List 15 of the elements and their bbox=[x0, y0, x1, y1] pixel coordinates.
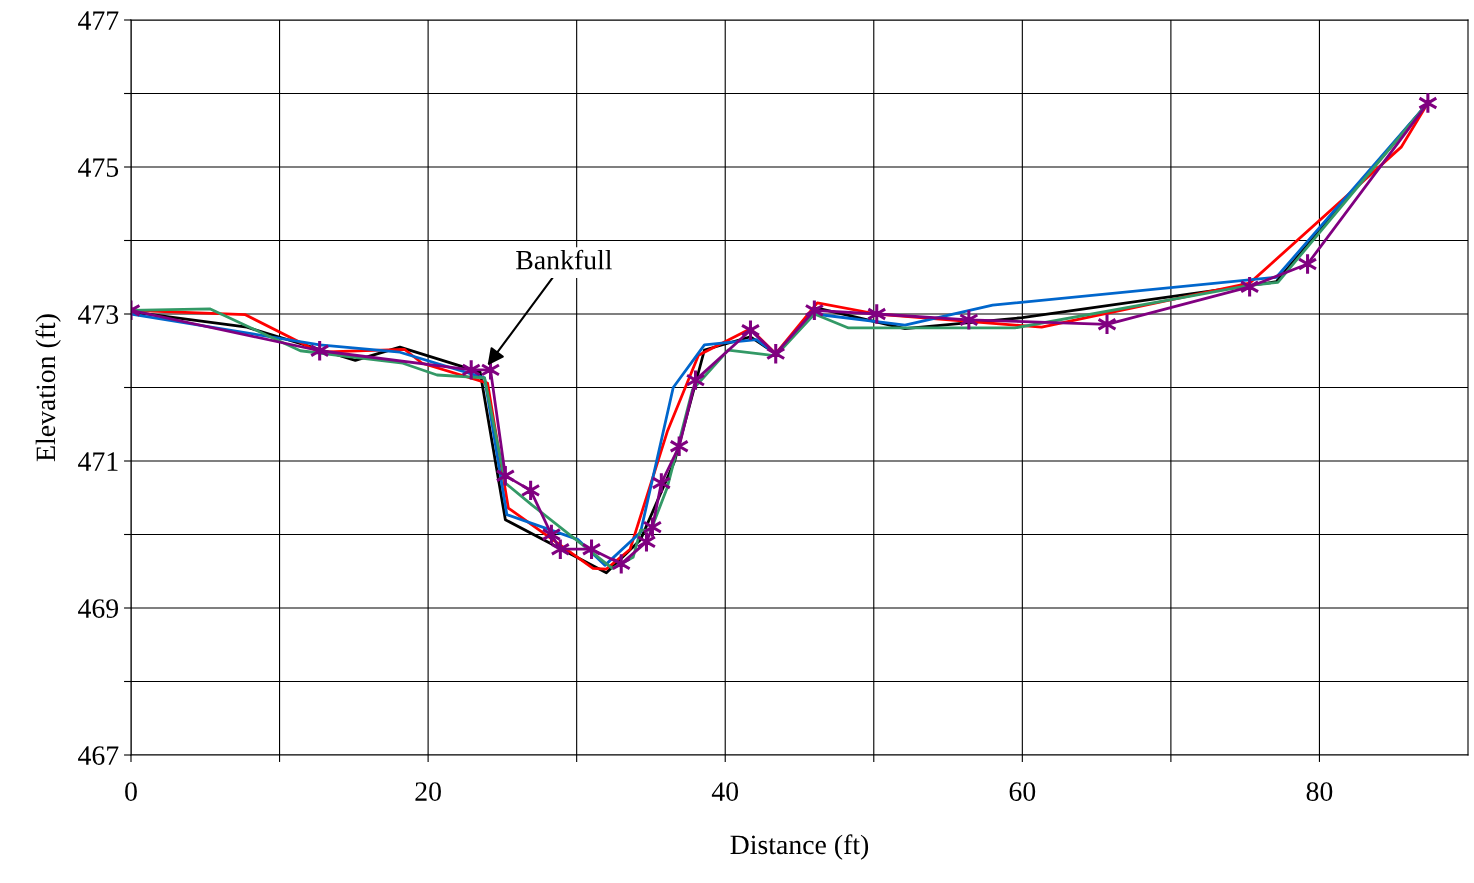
annotation: Bankfull bbox=[516, 249, 612, 270]
point bbox=[1097, 313, 1117, 336]
y-tick-label: 475 bbox=[78, 158, 119, 177]
y-axis-title: Elevation (ft) bbox=[35, 314, 61, 462]
y-tick-label: 477 bbox=[78, 11, 119, 30]
x-tick-label: 60 bbox=[1009, 782, 1036, 801]
y-tick-label: 473 bbox=[78, 305, 119, 324]
x-axis-title: Distance (ft) bbox=[730, 834, 869, 860]
y-tick-label: 471 bbox=[78, 452, 118, 471]
y-tick-label: 467 bbox=[78, 746, 119, 765]
x-tick-label: 20 bbox=[415, 782, 441, 801]
x-tick-label: 0 bbox=[125, 782, 137, 801]
x-tick-label: 80 bbox=[1306, 782, 1333, 801]
x-tick-label: 40 bbox=[711, 782, 739, 801]
y-tick-label: 469 bbox=[78, 599, 119, 618]
